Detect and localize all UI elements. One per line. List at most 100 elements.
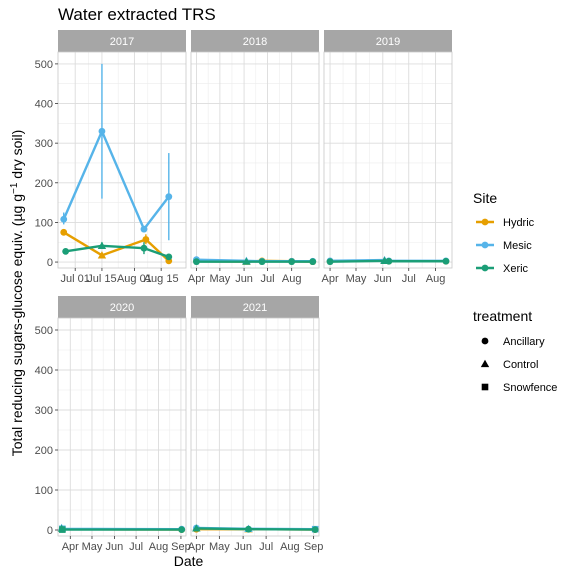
data-point (311, 526, 319, 533)
data-point (60, 215, 68, 223)
x-tick-label: Jun (374, 273, 392, 285)
y-tick-label: 400 (35, 365, 53, 377)
data-point (62, 247, 70, 255)
panel-border (57, 51, 187, 269)
facet-strip-label: 2020 (110, 302, 134, 314)
legend-entry-snowfence: Snowfence (481, 382, 557, 394)
y-tick-label: 100 (35, 217, 53, 229)
x-tick-label: Jun (234, 541, 252, 553)
panel-border (190, 317, 320, 537)
series-line (196, 527, 316, 531)
y-axis-title-tail: dry soil) (9, 130, 25, 183)
legend-label: Snowfence (503, 382, 557, 394)
series-line (65, 244, 170, 259)
facet-strip-label: 2018 (243, 36, 267, 48)
data-point (142, 236, 150, 243)
x-tick-label: Apr (188, 541, 205, 553)
series-line (60, 527, 182, 531)
x-tick-label: Jul 01 (61, 273, 90, 285)
y-tick-label: 500 (35, 325, 53, 337)
y-tick-label: 200 (35, 178, 53, 190)
data-point (98, 127, 106, 135)
legend-key-shape (480, 359, 490, 368)
series-xeric (193, 257, 317, 266)
legend-treatment: treatment Ancillary Control Snowfence (473, 308, 557, 394)
y-axis-title-superscript: −1 (9, 182, 20, 194)
x-tick-label: Sep (304, 541, 324, 553)
panel-border (323, 51, 453, 269)
data-point (192, 524, 201, 532)
x-tick-label: May (209, 273, 230, 285)
series-line (62, 130, 170, 231)
x-tick-label: Jun (106, 541, 124, 553)
panel-border (190, 51, 320, 269)
facet-panel-2019: 2019 Apr May Jun Jul Aug (321, 30, 453, 285)
legend-label: Hydric (503, 217, 535, 229)
y-tick-label: 0 (47, 525, 53, 537)
data-point (242, 257, 251, 265)
data-point (60, 228, 68, 236)
data-point (258, 258, 266, 266)
x-tick-label: Aug 15 (144, 273, 179, 285)
x-tick-label: Jul (259, 541, 273, 553)
panel-background (191, 52, 319, 268)
x-tick-label: Aug 01 (117, 273, 152, 285)
legend-entry-control: Control (480, 359, 538, 371)
x-tick-label: Sep (171, 541, 191, 553)
x-tick-label: May (209, 541, 230, 553)
legend-site: Site Hydric Mesic Xeric (473, 190, 535, 275)
facet-panel-2018: 2018 Apr May Jun Jul Aug (188, 30, 320, 285)
x-tick-label: Apr (321, 273, 338, 285)
x-tick-label: Aug (426, 273, 446, 285)
data-point (442, 257, 450, 265)
facet-strip (58, 30, 186, 52)
panel-border (57, 317, 187, 537)
y-tick-label: 300 (35, 405, 53, 417)
y-axis-title: Total reducing sugars-glucose equiv. (µg… (9, 130, 25, 457)
data-point (140, 225, 148, 233)
x-tick-label: Aug (280, 541, 300, 553)
legend-entry-hydric: Hydric (476, 217, 535, 229)
x-axis-title: Date (174, 553, 204, 569)
legend-label: Control (503, 359, 538, 371)
data-point (140, 244, 148, 252)
series-mesic (60, 63, 173, 241)
data-point (97, 241, 107, 249)
series-xeric (57, 524, 186, 533)
x-tick-label: May (346, 273, 367, 285)
chart-title: Water extracted TRS (58, 5, 216, 24)
y-tick-label: 400 (35, 99, 53, 111)
facet-panel-2020: 2020 Apr May Jun Jul Aug Sep 0 100 200 300 400 500 (35, 296, 191, 553)
data-point (326, 258, 334, 266)
legend-label: Mesic (503, 240, 532, 252)
facet-strip-label: 2019 (376, 36, 400, 48)
data-point (385, 257, 393, 265)
data-point (97, 251, 107, 259)
data-point (193, 258, 200, 266)
x-tick-label: Jul (129, 541, 143, 553)
y-tick-label: 0 (47, 257, 53, 269)
legend-entry-ancillary: Ancillary (481, 336, 545, 348)
data-point (59, 526, 66, 533)
x-tick-label: Jul (260, 273, 274, 285)
facet-strip (191, 296, 319, 318)
x-tick-label: Jun (235, 273, 253, 285)
facet-strip (58, 296, 186, 318)
x-tick-label: Jul (402, 273, 416, 285)
legend-key-point (481, 218, 489, 226)
y-tick-label: 100 (35, 485, 53, 497)
y-tick-label: 300 (35, 138, 53, 150)
facet-strip (324, 30, 452, 52)
panel-background (191, 318, 319, 536)
legend-key-shape (481, 337, 489, 345)
x-tick-label: Apr (62, 541, 79, 553)
legend-label: Ancillary (503, 336, 545, 348)
panel-background (324, 52, 452, 268)
y-tick-label: 500 (35, 59, 53, 71)
data-point (165, 253, 173, 261)
y-tick-label: 200 (35, 445, 53, 457)
x-tick-label: Aug (149, 541, 169, 553)
data-point (165, 193, 173, 201)
y-axis-title-main: Total reducing sugars-glucose equiv. (µg… (9, 194, 25, 456)
